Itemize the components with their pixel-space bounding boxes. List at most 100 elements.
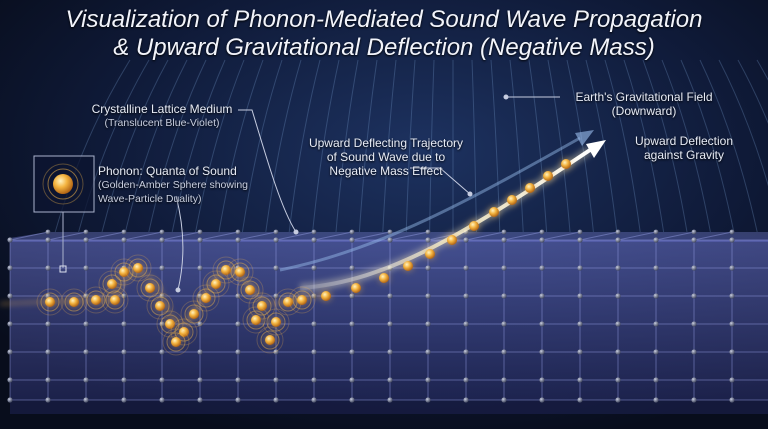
phonon-ring bbox=[184, 304, 204, 324]
field-line bbox=[528, 59, 548, 233]
lattice-node bbox=[653, 321, 659, 327]
phonon-inset-ring-outer bbox=[42, 163, 84, 205]
phonon-sphere bbox=[561, 159, 571, 169]
lattice-node bbox=[577, 293, 583, 299]
field-line bbox=[680, 59, 735, 233]
phonon-sphere bbox=[179, 327, 189, 337]
lattice-label: Crystalline Lattice Medium (Translucent … bbox=[82, 102, 242, 130]
phonon-label: Phonon: Quanta of Sound (Golden-Amber Sp… bbox=[98, 164, 248, 206]
phonon-ring bbox=[260, 330, 280, 350]
inset-target-marker bbox=[59, 265, 67, 273]
lattice-node bbox=[463, 397, 469, 403]
phonon-leader-dot bbox=[175, 287, 181, 293]
field-line bbox=[547, 59, 571, 233]
lattice-node bbox=[349, 237, 355, 243]
lattice-node bbox=[539, 397, 545, 403]
lattice-depth-line bbox=[655, 231, 695, 241]
phonon-ring bbox=[248, 292, 276, 320]
field-line bbox=[288, 59, 321, 233]
gravity-label-sub: (Downward) bbox=[611, 104, 677, 118]
lattice-node bbox=[577, 377, 583, 383]
phonon-ring bbox=[292, 290, 312, 310]
phonon-sphere bbox=[235, 267, 245, 277]
lattice-node bbox=[83, 293, 89, 299]
phonon-sphere bbox=[91, 295, 101, 305]
title-line-2: & Upward Gravitational Deflection (Negat… bbox=[113, 34, 655, 61]
lattice-node bbox=[121, 349, 127, 355]
lattice-node bbox=[197, 377, 203, 383]
phonon-ring bbox=[60, 288, 88, 316]
lattice-node bbox=[349, 349, 355, 355]
lattice-node bbox=[501, 349, 507, 355]
lattice-node bbox=[691, 321, 697, 327]
phonon-sphere bbox=[283, 297, 293, 307]
field-line bbox=[585, 59, 618, 233]
phonon-ring bbox=[192, 284, 220, 312]
lattice-node bbox=[577, 229, 583, 235]
lattice-node bbox=[197, 229, 203, 235]
lattice-node bbox=[349, 377, 355, 383]
field-line bbox=[78, 59, 150, 233]
phonon-ring bbox=[230, 262, 250, 282]
phonon-ring bbox=[150, 296, 170, 316]
phonon-inset-sphere bbox=[53, 174, 73, 194]
lattice-node bbox=[197, 349, 203, 355]
lattice-node bbox=[83, 349, 89, 355]
lattice-depth-line bbox=[389, 231, 429, 241]
lattice-node bbox=[425, 397, 431, 403]
lattice-node bbox=[349, 229, 355, 235]
lattice-depth-line bbox=[617, 231, 657, 241]
trajectory-label-line-1: Upward Deflecting Trajectory bbox=[308, 136, 464, 150]
lattice-node bbox=[691, 229, 697, 235]
lattice-node bbox=[539, 265, 545, 271]
lattice-node bbox=[273, 377, 279, 383]
lattice-node bbox=[349, 265, 355, 271]
field-line bbox=[429, 59, 435, 233]
lattice-node bbox=[235, 397, 241, 403]
field-line bbox=[195, 59, 245, 233]
lattice-node bbox=[45, 265, 51, 271]
lattice-node bbox=[615, 349, 621, 355]
lattice-node bbox=[7, 237, 13, 243]
phonon-sphere bbox=[45, 297, 55, 307]
lattice-node bbox=[45, 349, 51, 355]
phonon-ring bbox=[136, 274, 164, 302]
phonon-ring bbox=[162, 328, 190, 356]
lattice-node bbox=[159, 377, 165, 383]
phonon-ring bbox=[140, 278, 160, 298]
phonon-sphere bbox=[189, 309, 199, 319]
lattice-node bbox=[463, 349, 469, 355]
lattice-node bbox=[653, 229, 659, 235]
phonon-label-sub-1: (Golden-Amber Sphere showing bbox=[98, 179, 248, 191]
lattice-node bbox=[539, 293, 545, 299]
phonon-inset-ring-inner bbox=[47, 168, 79, 200]
phonon-ring bbox=[102, 274, 122, 294]
trajectory-arrowhead bbox=[586, 140, 606, 158]
lattice-depth-line bbox=[85, 231, 125, 241]
lattice-node bbox=[7, 265, 13, 271]
field-line bbox=[623, 59, 665, 233]
lattice-node bbox=[729, 321, 735, 327]
lattice-node bbox=[501, 377, 507, 383]
phonon-leader bbox=[175, 195, 184, 291]
lattice-node bbox=[197, 321, 203, 327]
lattice-node bbox=[691, 237, 697, 243]
phonon-ring bbox=[256, 326, 284, 354]
lattice-node bbox=[729, 237, 735, 243]
phonon-ring bbox=[202, 270, 230, 298]
lattice-node bbox=[463, 237, 469, 243]
lattice-depth-line bbox=[237, 231, 277, 241]
lattice-leader bbox=[238, 109, 297, 233]
lattice-depth-line bbox=[161, 231, 201, 241]
lattice-depth-line bbox=[313, 231, 353, 241]
lattice-node bbox=[653, 265, 659, 271]
lattice-label-sub: (Translucent Blue-Violet) bbox=[104, 117, 220, 129]
phonon-ring bbox=[196, 288, 216, 308]
lattice-depth-line bbox=[579, 231, 619, 241]
lattice-node bbox=[615, 321, 621, 327]
field-line bbox=[124, 59, 188, 233]
lattice-node bbox=[83, 237, 89, 243]
lattice-depth-line bbox=[123, 231, 163, 241]
field-line bbox=[101, 59, 169, 233]
lattice-node bbox=[425, 237, 431, 243]
